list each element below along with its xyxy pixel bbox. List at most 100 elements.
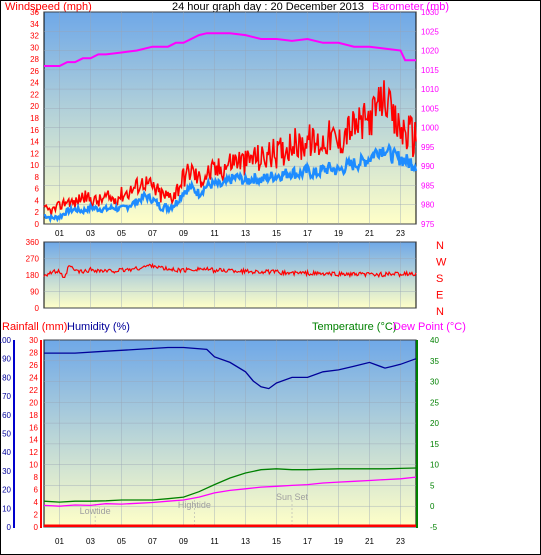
rainfall-tick-label: 26 [29, 361, 38, 370]
compass-label: N [436, 240, 444, 252]
barometer-tick-label: 995 [421, 143, 435, 152]
barometer-tick-label: 1005 [421, 104, 439, 113]
windspeed-tick-label: 26 [30, 67, 39, 76]
windspeed-axis-label: Windspeed (mph) [5, 1, 92, 13]
barometer-tick-label: 1025 [421, 27, 439, 36]
windspeed-tick-label: 34 [30, 20, 39, 29]
humidity-tick-label: 0 [7, 523, 12, 532]
windspeed-tick-label: 12 [30, 149, 39, 158]
temp-series [43, 346, 417, 528]
tide-annotation-label: Sun Set [276, 492, 309, 502]
humidity-tick-label: 70 [2, 392, 11, 401]
direction-series [43, 262, 417, 279]
windspeed-tick-label: 14 [30, 138, 39, 147]
wind-x-tick-label: 03 [86, 229, 95, 238]
wind-x-axis: 01 03 05 07 09 11 13 15 17 19 21 23 [55, 229, 405, 238]
wind-x-tick-label: 21 [365, 229, 374, 238]
temp-x-tick-label: 05 [117, 537, 126, 546]
windspeed-tick-label: 0 [35, 220, 40, 229]
humidity-line [44, 346, 417, 390]
wind-x-tick-label: 05 [117, 229, 126, 238]
temperature-axis: -5 0 5 10 15 20 25 30 35 40 [430, 336, 439, 532]
wind-series [43, 32, 418, 224]
rainfall-tick-label: 6 [34, 486, 39, 495]
rainfall-tick-label: 14 [29, 436, 38, 445]
dewpoint-line [43, 476, 417, 507]
humidity-tick-label: 40 [2, 448, 11, 457]
temperature-tick-label: 35 [430, 357, 439, 366]
wind-x-tick-label: 19 [334, 229, 343, 238]
wind-x-tick-label: 17 [303, 229, 312, 238]
rainfall-tick-label: 24 [29, 373, 38, 382]
temperature-tick-label: 20 [430, 419, 439, 428]
temp-axis-bar [416, 340, 418, 528]
rainfall-tick-label: 2 [34, 511, 39, 520]
temp-x-tick-label: 09 [179, 537, 188, 546]
humidity-axis: 0 10 20 30 40 50 60 70 80 90 100 [0, 336, 12, 532]
temperature-axis-label: Temperature (°C) [312, 321, 396, 333]
humidity-tick-label: 60 [2, 411, 11, 420]
barometer-tick-label: 990 [421, 162, 435, 171]
wind-x-tick-label: 11 [210, 229, 219, 238]
humidity-tick-label: 50 [2, 430, 11, 439]
wind-x-tick-label: 01 [55, 229, 64, 238]
wind-x-tick-label: 07 [148, 229, 157, 238]
barometer-line [44, 32, 416, 67]
windspeed-tick-label: 24 [30, 79, 39, 88]
humidity-axis-bar [13, 340, 15, 528]
temp-x-tick-label: 23 [396, 537, 405, 546]
temperature-tick-label: 25 [430, 398, 439, 407]
wind-average-line [43, 142, 418, 224]
barometer-tick-label: 1000 [421, 124, 439, 133]
windspeed-tick-label: 18 [30, 114, 39, 123]
wind-x-tick-label: 15 [272, 229, 281, 238]
direction-axis: 0 90 180 270 360 [26, 238, 40, 313]
temp-x-tick-label: 15 [272, 537, 281, 546]
direction-tick-label: 270 [26, 255, 40, 264]
windspeed-tick-label: 30 [30, 43, 39, 52]
direction-tick-label: 360 [26, 238, 40, 247]
rainfall-tick-label: 10 [29, 461, 38, 470]
barometer-tick-label: 980 [421, 201, 435, 210]
temp-x-tick-label: 11 [210, 537, 219, 546]
barometer-axis: 975 980 985 990 995 1000 1005 1010 1015 1020 1025 1… [421, 8, 439, 229]
temperature-tick-label: 30 [430, 378, 439, 387]
rainfall-tick-label: 8 [34, 473, 39, 482]
rainfall-tick-label: 30 [29, 336, 38, 345]
windspeed-tick-label: 20 [30, 102, 39, 111]
rainfall-tick-label: 4 [34, 498, 39, 507]
temp-humidity-panel: 0102030405060708090100 02468101214161820… [0, 336, 439, 546]
wind-x-tick-label: 23 [396, 229, 405, 238]
humidity-tick-label: 20 [2, 486, 11, 495]
direction-tick-label: 180 [26, 271, 40, 280]
wind-x-tick-label: 09 [179, 229, 188, 238]
temp-x-tick-label: 19 [334, 537, 343, 546]
tide-annotation-label: Hightide [178, 500, 211, 510]
barometer-tick-label: 985 [421, 181, 435, 190]
temp-x-tick-label: 13 [241, 537, 250, 546]
windspeed-tick-label: 4 [35, 196, 40, 205]
windspeed-tick-label: 36 [30, 8, 39, 17]
temperature-tick-label: 15 [430, 440, 439, 449]
compass-label: W [436, 257, 447, 269]
temperature-tick-label: 5 [430, 481, 435, 490]
barometer-tick-label: 1010 [421, 85, 439, 94]
temperature-tick-label: 10 [430, 461, 439, 470]
rain-axis-bar [40, 340, 42, 528]
windspeed-tick-label: 22 [30, 90, 39, 99]
windspeed-tick-label: 6 [35, 185, 40, 194]
compass-label: N [436, 306, 444, 318]
barometer-tick-label: 1020 [421, 47, 439, 56]
temperature-line [43, 467, 417, 503]
rainfall-tick-label: 18 [29, 411, 38, 420]
rainfall-axis-label: Rainfall (mm) [2, 321, 67, 333]
humidity-tick-label: 100 [0, 336, 12, 345]
temp-grid [44, 339, 416, 528]
temp-x-tick-label: 03 [86, 537, 95, 546]
humidity-tick-label: 90 [2, 355, 11, 364]
humidity-tick-label: 30 [2, 467, 11, 476]
temp-x-tick-label: 17 [303, 537, 312, 546]
